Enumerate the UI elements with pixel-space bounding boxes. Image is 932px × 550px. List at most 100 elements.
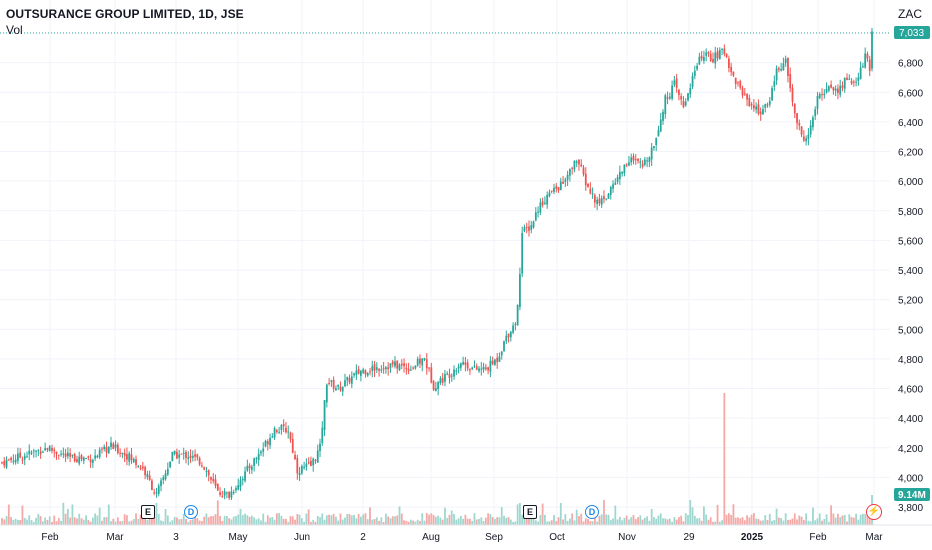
candle: [734, 77, 737, 89]
candle-body: [737, 82, 739, 84]
candle: [137, 465, 140, 468]
volume-bar: [446, 518, 449, 525]
volume-bar: [584, 518, 587, 525]
candle: [550, 190, 553, 194]
volume-bar: [244, 513, 246, 525]
volume-bar: [62, 502, 65, 525]
candle: [423, 357, 426, 362]
candle-body: [775, 68, 778, 81]
candle: [348, 374, 351, 385]
volume-bar: [382, 521, 385, 525]
earnings-marker-1[interactable]: E: [141, 505, 155, 519]
dividend-marker-2[interactable]: D: [585, 505, 599, 519]
candle-body: [253, 458, 256, 466]
y-tick-label: 5,800: [898, 207, 923, 218]
candle: [357, 365, 360, 375]
volume-bar: [278, 513, 281, 525]
candle-body: [94, 455, 97, 459]
candle: [598, 193, 601, 206]
volume-bar: [296, 514, 299, 525]
candle: [757, 99, 760, 116]
candle-body: [862, 66, 864, 68]
candle-body: [505, 335, 508, 342]
candle-body: [407, 368, 410, 372]
currency-label[interactable]: ZAC: [898, 7, 922, 21]
candle-body: [307, 462, 310, 464]
candle: [110, 436, 112, 450]
volume-bar: [673, 517, 676, 525]
candle-body: [55, 451, 58, 454]
candle: [178, 449, 181, 464]
candle-body: [716, 51, 719, 59]
time-axis[interactable]: Feb Mar 3 May Jun 2 Aug Sep Oct Nov 29 2025 Feb Mar: [0, 524, 932, 543]
volume-bar: [298, 514, 301, 525]
candle-body: [864, 53, 867, 68]
candle-body: [26, 456, 28, 458]
x-tick-label: Aug: [422, 532, 440, 543]
candle-body: [814, 109, 817, 117]
volume-bar: [26, 519, 28, 525]
candle: [17, 447, 19, 464]
volume-bar: [164, 508, 167, 525]
candle: [151, 478, 153, 491]
volume-bar: [703, 506, 705, 525]
volume-bar: [852, 517, 855, 525]
candle: [557, 186, 560, 193]
candle-body: [273, 428, 276, 438]
candle-body: [727, 58, 730, 68]
candle: [387, 362, 390, 376]
volume-bar: [859, 514, 862, 525]
candle-body: [519, 274, 521, 307]
dividend-marker-1[interactable]: D: [184, 505, 198, 519]
candle-body: [378, 368, 380, 371]
volume-bar: [121, 521, 124, 525]
candle-body: [330, 380, 333, 382]
flash-icon[interactable]: ⚡: [866, 504, 882, 520]
candle-body: [369, 371, 371, 373]
volume-bar: [557, 517, 560, 525]
candle: [516, 304, 519, 326]
volume-bar: [616, 519, 619, 525]
price-axis[interactable]: 3,800 4,000 4,200 4,400 4,600 4,800 5,000 5,200…: [898, 59, 923, 514]
volume-bar: [841, 515, 844, 525]
volume-bar: [419, 520, 421, 525]
candle: [593, 193, 596, 208]
candle: [864, 47, 867, 69]
candle-body: [101, 448, 103, 450]
candle-body: [593, 195, 596, 203]
candle: [323, 400, 326, 437]
candle: [587, 183, 589, 188]
earnings-marker-2[interactable]: E: [523, 505, 537, 519]
candle-body: [198, 458, 201, 465]
volume-bar: [10, 517, 12, 525]
volume-bar: [232, 516, 235, 525]
candle: [496, 353, 499, 369]
candle-body: [798, 123, 801, 126]
candle-body: [637, 158, 639, 161]
candle-body: [355, 370, 358, 375]
candle: [773, 75, 776, 92]
candle-body: [848, 78, 851, 80]
candle: [541, 197, 544, 208]
candle: [646, 157, 649, 168]
volume-bar: [596, 521, 599, 525]
candle: [777, 66, 780, 73]
candle-body: [766, 104, 769, 106]
candle: [478, 366, 480, 373]
volume-bar: [784, 513, 787, 525]
y-tick-label: 5,200: [898, 296, 923, 307]
candle-body: [855, 81, 857, 83]
candle-body: [475, 366, 478, 370]
volume-bar: [421, 513, 424, 525]
volume-bar: [394, 516, 396, 525]
candle-body: [364, 370, 367, 375]
candle: [30, 450, 33, 455]
volume-bar: [53, 515, 56, 525]
candle: [450, 373, 453, 382]
candle: [96, 454, 99, 459]
candle: [650, 142, 653, 167]
candle: [310, 456, 312, 467]
candle: [523, 224, 526, 233]
candle-body: [668, 96, 671, 99]
